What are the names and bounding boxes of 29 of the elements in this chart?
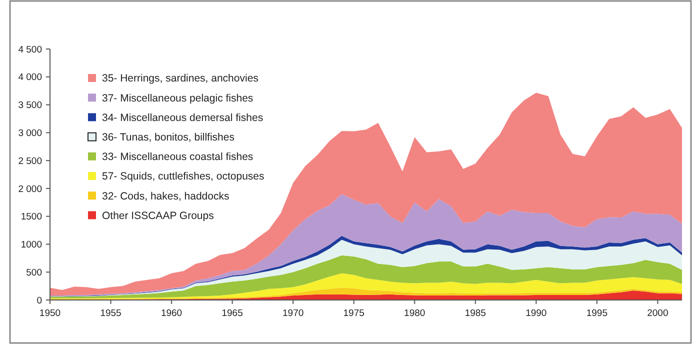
- y-tick-label: 2 000: [18, 184, 42, 195]
- y-tick-label: 1000: [20, 240, 42, 251]
- y-tick-label: 3 000: [18, 128, 42, 139]
- legend-label: 57- Squids, cuttlefishes, octopuses: [102, 170, 264, 183]
- y-tick-label: 3 500: [18, 100, 42, 112]
- x-tick-label: 1955: [100, 308, 122, 319]
- x-tick-label: 1990: [526, 308, 547, 319]
- x-tick-label: 1975: [343, 308, 364, 319]
- x-tick-label: 1950: [39, 308, 61, 319]
- y-tick-label: 500: [26, 267, 42, 278]
- x-tick-label: 1965: [222, 308, 243, 319]
- x-tick-label: 2000: [647, 308, 668, 319]
- x-tick-label: 1995: [586, 308, 608, 319]
- x-tick-label: 1985: [464, 308, 486, 319]
- legend-label: 37- Miscellaneous pelagic fishes: [102, 92, 254, 104]
- legend-label: 32- Cods, hakes, haddocks: [102, 190, 230, 202]
- x-tick-label: 1970: [282, 308, 304, 319]
- y-tick-label: 0: [36, 295, 42, 306]
- y-tick-label: 4 000: [18, 72, 42, 84]
- y-tick-label: 4 500: [18, 44, 42, 56]
- legend-label: 36- Tunas, bonitos, billfishes: [102, 131, 234, 144]
- legend-label: 34- Miscellaneous demersal fishes: [102, 112, 264, 124]
- x-tick-label: 1980: [404, 308, 426, 319]
- legend-label: 35- Herrings, sardines, anchovies: [102, 72, 258, 85]
- x-tick-label: 1960: [160, 308, 182, 319]
- y-tick-label: 1500: [20, 212, 42, 223]
- legend-label: Other ISSCAAP Groups: [102, 210, 214, 222]
- y-tick-label: 2 500: [18, 156, 42, 167]
- legend-label: 33- Miscellaneous coastal fishes: [102, 151, 254, 164]
